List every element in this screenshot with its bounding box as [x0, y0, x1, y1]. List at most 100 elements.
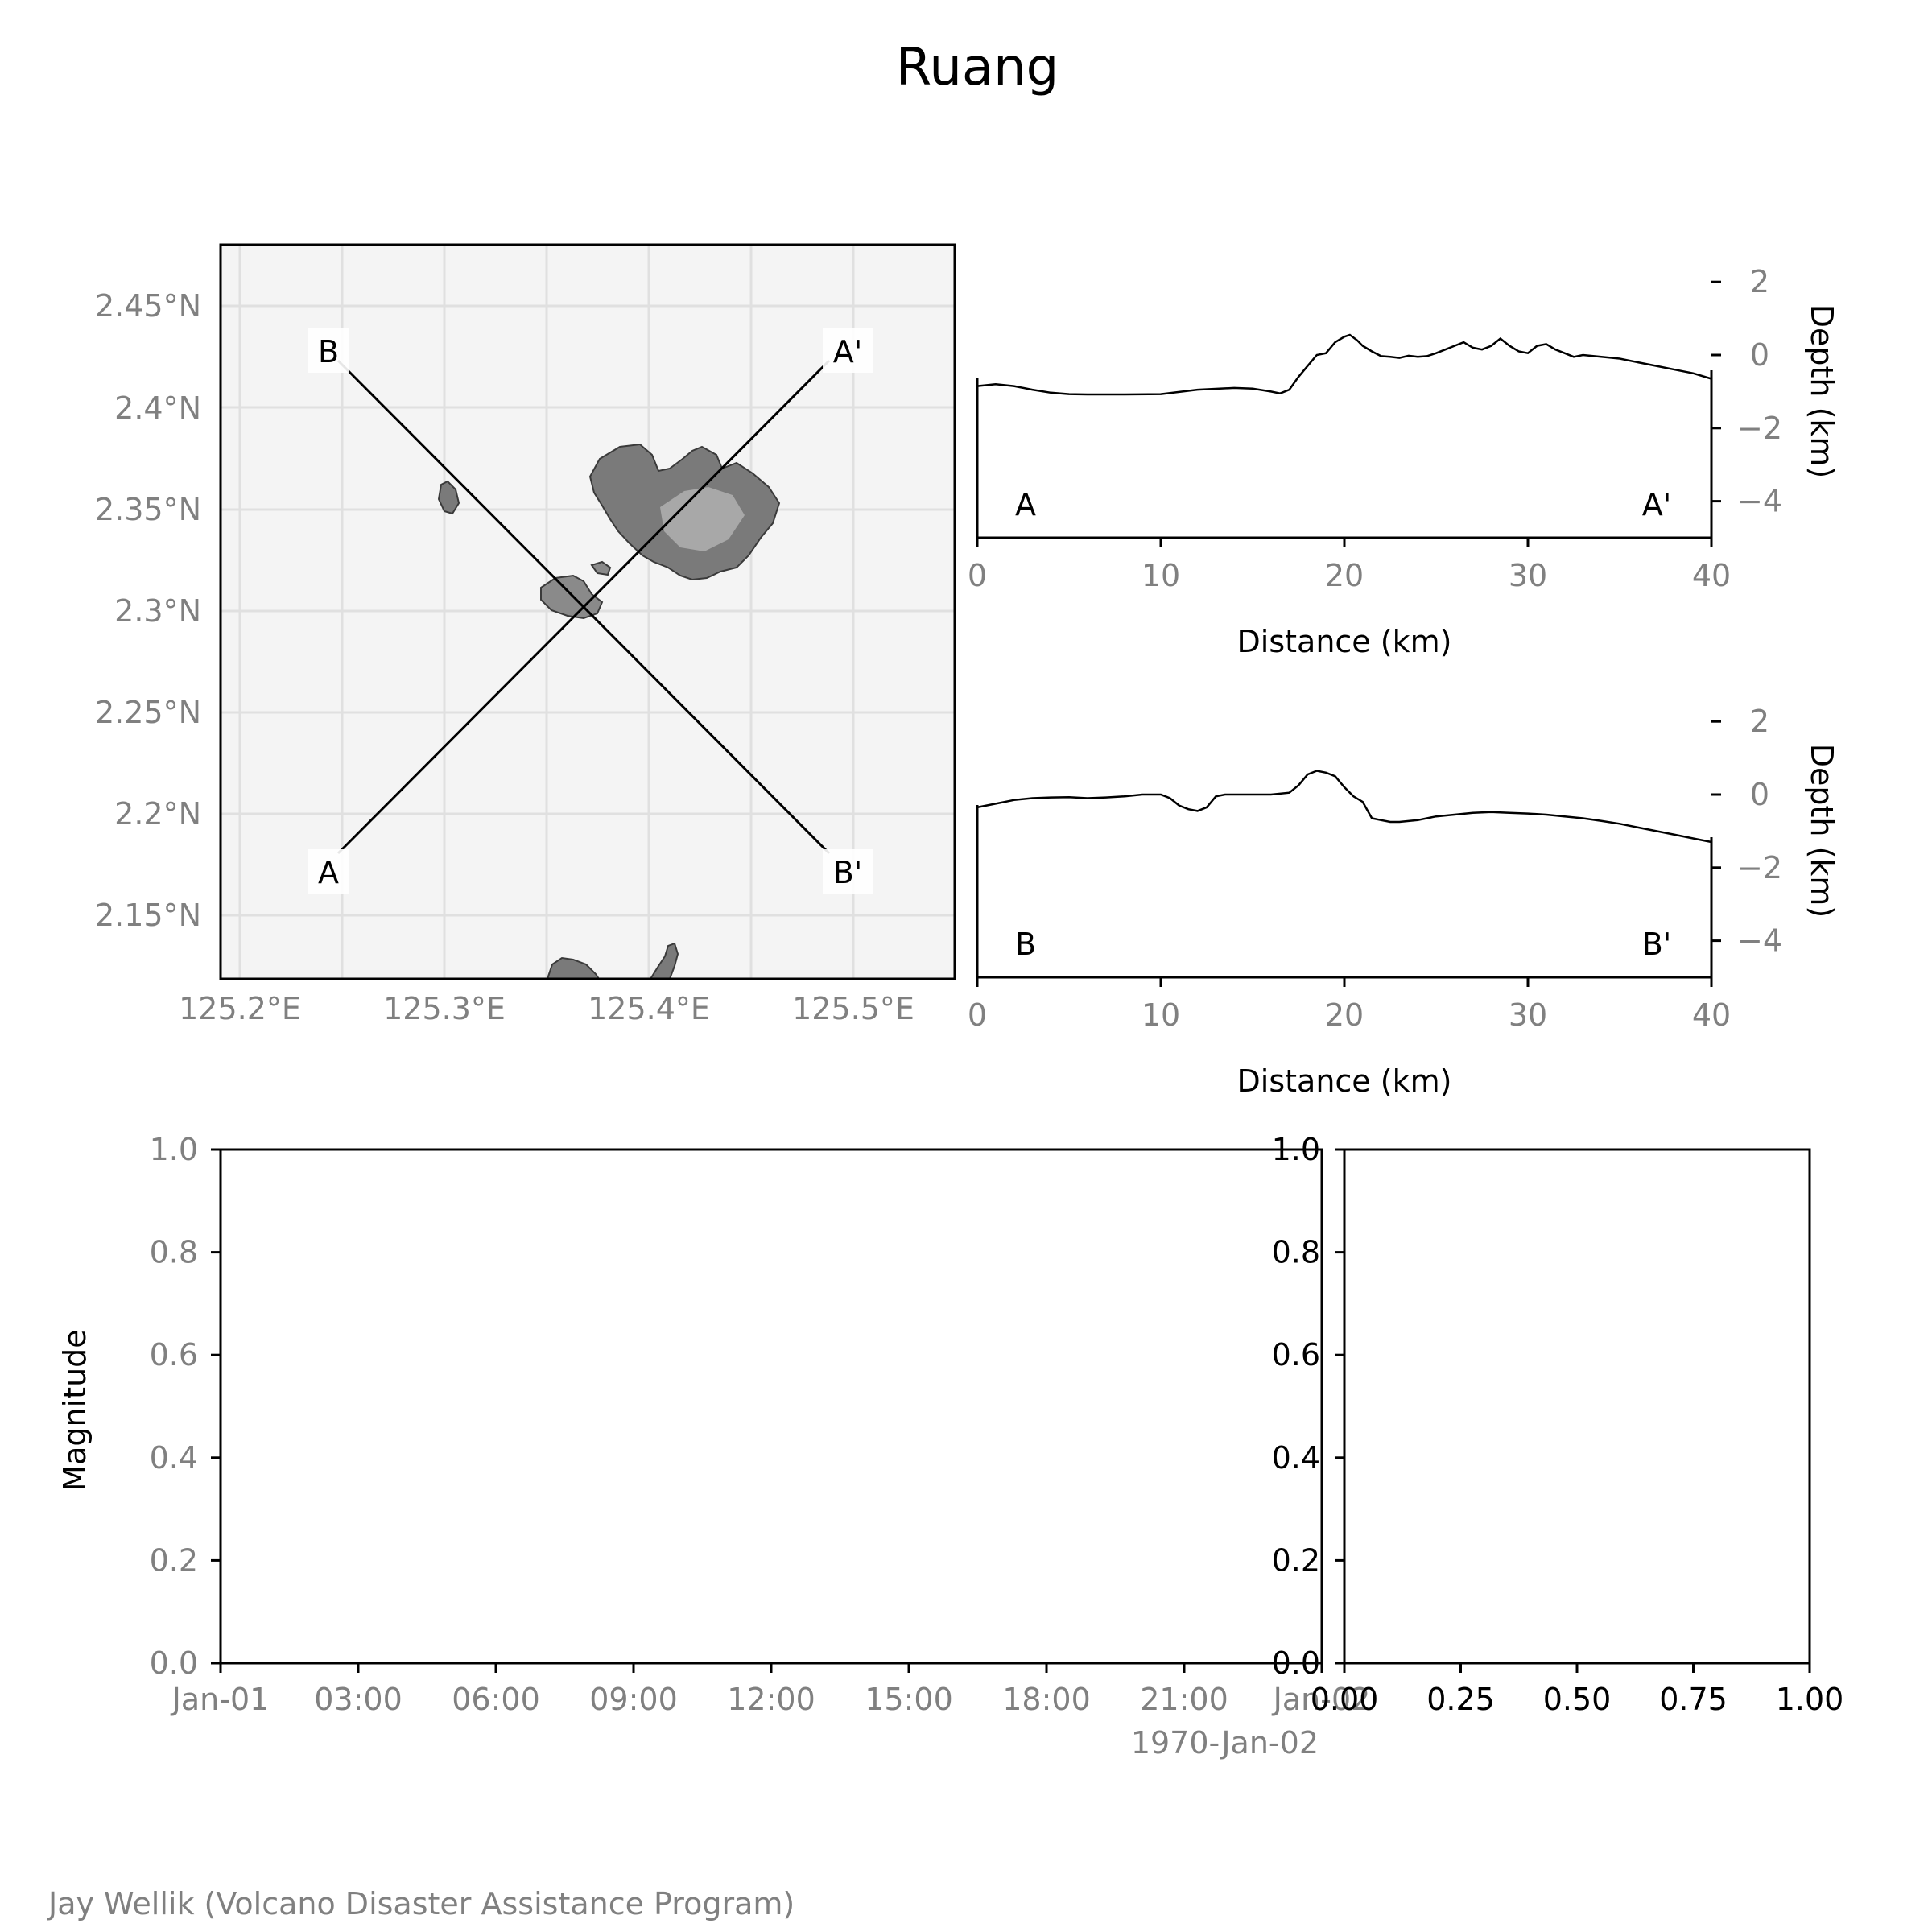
map-lon-tick: 125.4°E: [588, 991, 710, 1026]
label-bg-b-prime: [823, 849, 873, 894]
x-tick-label: 15:00: [865, 1682, 953, 1717]
y-tick-label: 2: [1750, 264, 1769, 299]
profile-b-x-ticks: 0 10 20 30 40: [968, 977, 1731, 1033]
magnitude-y-ticks: 0.0 0.2 0.4 0.6 0.8 1.0: [150, 1132, 221, 1681]
profile-a-y-ticks: 2 0 −2 −4: [1711, 264, 1782, 519]
x-tick-label: 0.50: [1543, 1682, 1612, 1717]
figure-title: Ruang: [896, 38, 1059, 97]
x-tick-label: 0: [968, 997, 987, 1033]
x-tick-label: 10: [1141, 558, 1180, 593]
label-bg-b: [308, 328, 349, 373]
y-tick-label: 0.4: [150, 1440, 198, 1476]
profile-b-y-label: Depth (km): [1804, 744, 1839, 919]
ruang-crater-shading: [660, 487, 745, 551]
map-label-a: A: [318, 855, 339, 890]
magnitude-x-ticks: Jan-01 03:00 06:00 09:00 12:00 15:00 18:00 21:0…: [171, 1663, 1371, 1717]
x-tick-label: 20: [1325, 558, 1364, 593]
map-label-a-prime: A': [833, 334, 862, 369]
islet-west: [437, 480, 460, 515]
x-tick-label: 06:00: [452, 1682, 540, 1717]
y-tick-label: 0: [1750, 777, 1769, 812]
y-tick-label: 0.6: [150, 1337, 198, 1373]
magnitude-time-panel: Jan-01 03:00 06:00 09:00 12:00 15:00 18:00 21:0…: [57, 1132, 1370, 1761]
x-tick-label: 30: [1509, 558, 1547, 593]
y-tick-label: 0.2: [150, 1542, 198, 1578]
map-lat-tick: 2.15°N: [95, 898, 201, 933]
x-tick-label: 0: [968, 558, 987, 593]
x-tick-label: 12:00: [727, 1682, 815, 1717]
y-tick-label: 0.8: [150, 1235, 198, 1270]
y-tick-label: −4: [1737, 923, 1782, 959]
x-tick-label: 30: [1509, 997, 1547, 1033]
profile-b-x-label: Distance (km): [1237, 1063, 1452, 1099]
islet-south-east: [649, 942, 679, 980]
x-tick-label: 1.00: [1776, 1682, 1844, 1717]
x-tick-label: 03:00: [314, 1682, 402, 1717]
magnitude-axes-frame: [219, 1148, 1323, 1665]
map-label-b-prime: B': [833, 855, 863, 890]
y-tick-label: 0.0: [1272, 1645, 1320, 1681]
credit-text: Jay Wellik (Volcano Disaster Assistance …: [47, 1886, 795, 1922]
map-lon-tick-labels: 125.2°E 125.3°E 125.4°E 125.5°E: [179, 991, 914, 1026]
side-panel: 0.00 0.25 0.50 0.75 1.00 0.0 0.2 0.4 0.6 0.8 1.0: [1272, 1132, 1844, 1717]
label-bg-a-prime: [823, 328, 873, 373]
map-label-b: B: [318, 334, 339, 369]
y-tick-label: 0.6: [1272, 1337, 1320, 1373]
islet-center-north: [590, 560, 612, 576]
x-tick-label: 10: [1141, 997, 1180, 1033]
profile-a-panel: 0 10 20 30 40 20−2−4 A A' Distance (km) Dept…: [968, 264, 1839, 659]
profile-b-y-ticks: 2 0 −2 −4: [1711, 704, 1782, 959]
map-lon-tick: 125.2°E: [179, 991, 301, 1026]
side-x-ticks: 0.00 0.25 0.50 0.75 1.00: [1311, 1663, 1844, 1717]
x-tick-label: Jan-02: [1272, 1682, 1371, 1717]
profile-a-y-label: Depth (km): [1804, 304, 1839, 479]
x-tick-label: 0.00: [1311, 1682, 1379, 1717]
side-axes-frame: [1343, 1148, 1811, 1665]
x-tick-label: 40: [1692, 997, 1731, 1033]
x-tick-label: 09:00: [589, 1682, 678, 1717]
y-tick-label: −4: [1737, 484, 1782, 519]
y-tick-label: 0.8: [1272, 1235, 1320, 1270]
x-tick-label: 40: [1692, 558, 1731, 593]
profile-a-elevation-line: [976, 333, 1712, 396]
y-tick-label: 1.0: [150, 1132, 198, 1167]
x-tick-label: Jan-01: [171, 1682, 270, 1717]
y-tick-label: −2: [1737, 411, 1782, 446]
map-frame: [219, 243, 956, 980]
profile-a-end-label: A': [1642, 487, 1671, 522]
profile-b-elevation-line: [976, 770, 1712, 844]
y-tick-label: 0.2: [1272, 1542, 1320, 1578]
magnitude-x-offset-label: 1970-Jan-02: [1131, 1725, 1319, 1761]
y-tick-label: 0.4: [1272, 1440, 1320, 1476]
x-tick-label: 0.75: [1659, 1682, 1728, 1717]
map-lat-tick: 2.35°N: [95, 492, 201, 527]
map-lat-tick-labels: 2.45°N 2.4°N 2.35°N 2.3°N 2.25°N 2.2°N 2…: [95, 288, 201, 933]
map-lon-tick: 125.5°E: [792, 991, 914, 1026]
y-tick-label: 1.0: [1272, 1132, 1320, 1167]
map-panel: B A' A B' 125.2°E 125.3°E 125.4°E 125.5°…: [95, 243, 956, 1026]
map-lat-tick: 2.3°N: [114, 593, 201, 629]
profile-b-end-label: B': [1642, 927, 1672, 962]
profile-b-start-label: B: [1015, 927, 1036, 962]
islet-center: [540, 574, 604, 620]
map-lat-tick: 2.4°N: [114, 390, 201, 426]
y-tick-label: 0: [1750, 337, 1769, 373]
profile-a-start-label: A: [1015, 487, 1036, 522]
map-lon-tick: 125.3°E: [383, 991, 506, 1026]
label-bg-a: [308, 849, 349, 894]
magnitude-y-label: Magnitude: [57, 1329, 93, 1491]
y-tick-label: −2: [1737, 850, 1782, 886]
map-lat-tick: 2.25°N: [95, 695, 201, 730]
y-tick-label: 2: [1750, 704, 1769, 739]
y-tick-label: 0.0: [150, 1645, 198, 1681]
terrain-islands: [437, 443, 781, 980]
profile-a-x-label: Distance (km): [1237, 624, 1452, 659]
profile-b-panel: 0 10 20 30 40 20−2−4 B B' Distance (km) Dept…: [968, 704, 1839, 1099]
map-lat-tick: 2.2°N: [114, 796, 201, 832]
profile-a-x-ticks: 0 10 20 30 40: [968, 538, 1731, 593]
x-tick-label: 0.25: [1426, 1682, 1495, 1717]
map-lat-tick: 2.45°N: [95, 288, 201, 324]
x-tick-label: 18:00: [1002, 1682, 1091, 1717]
profile-line-b: [336, 359, 831, 855]
